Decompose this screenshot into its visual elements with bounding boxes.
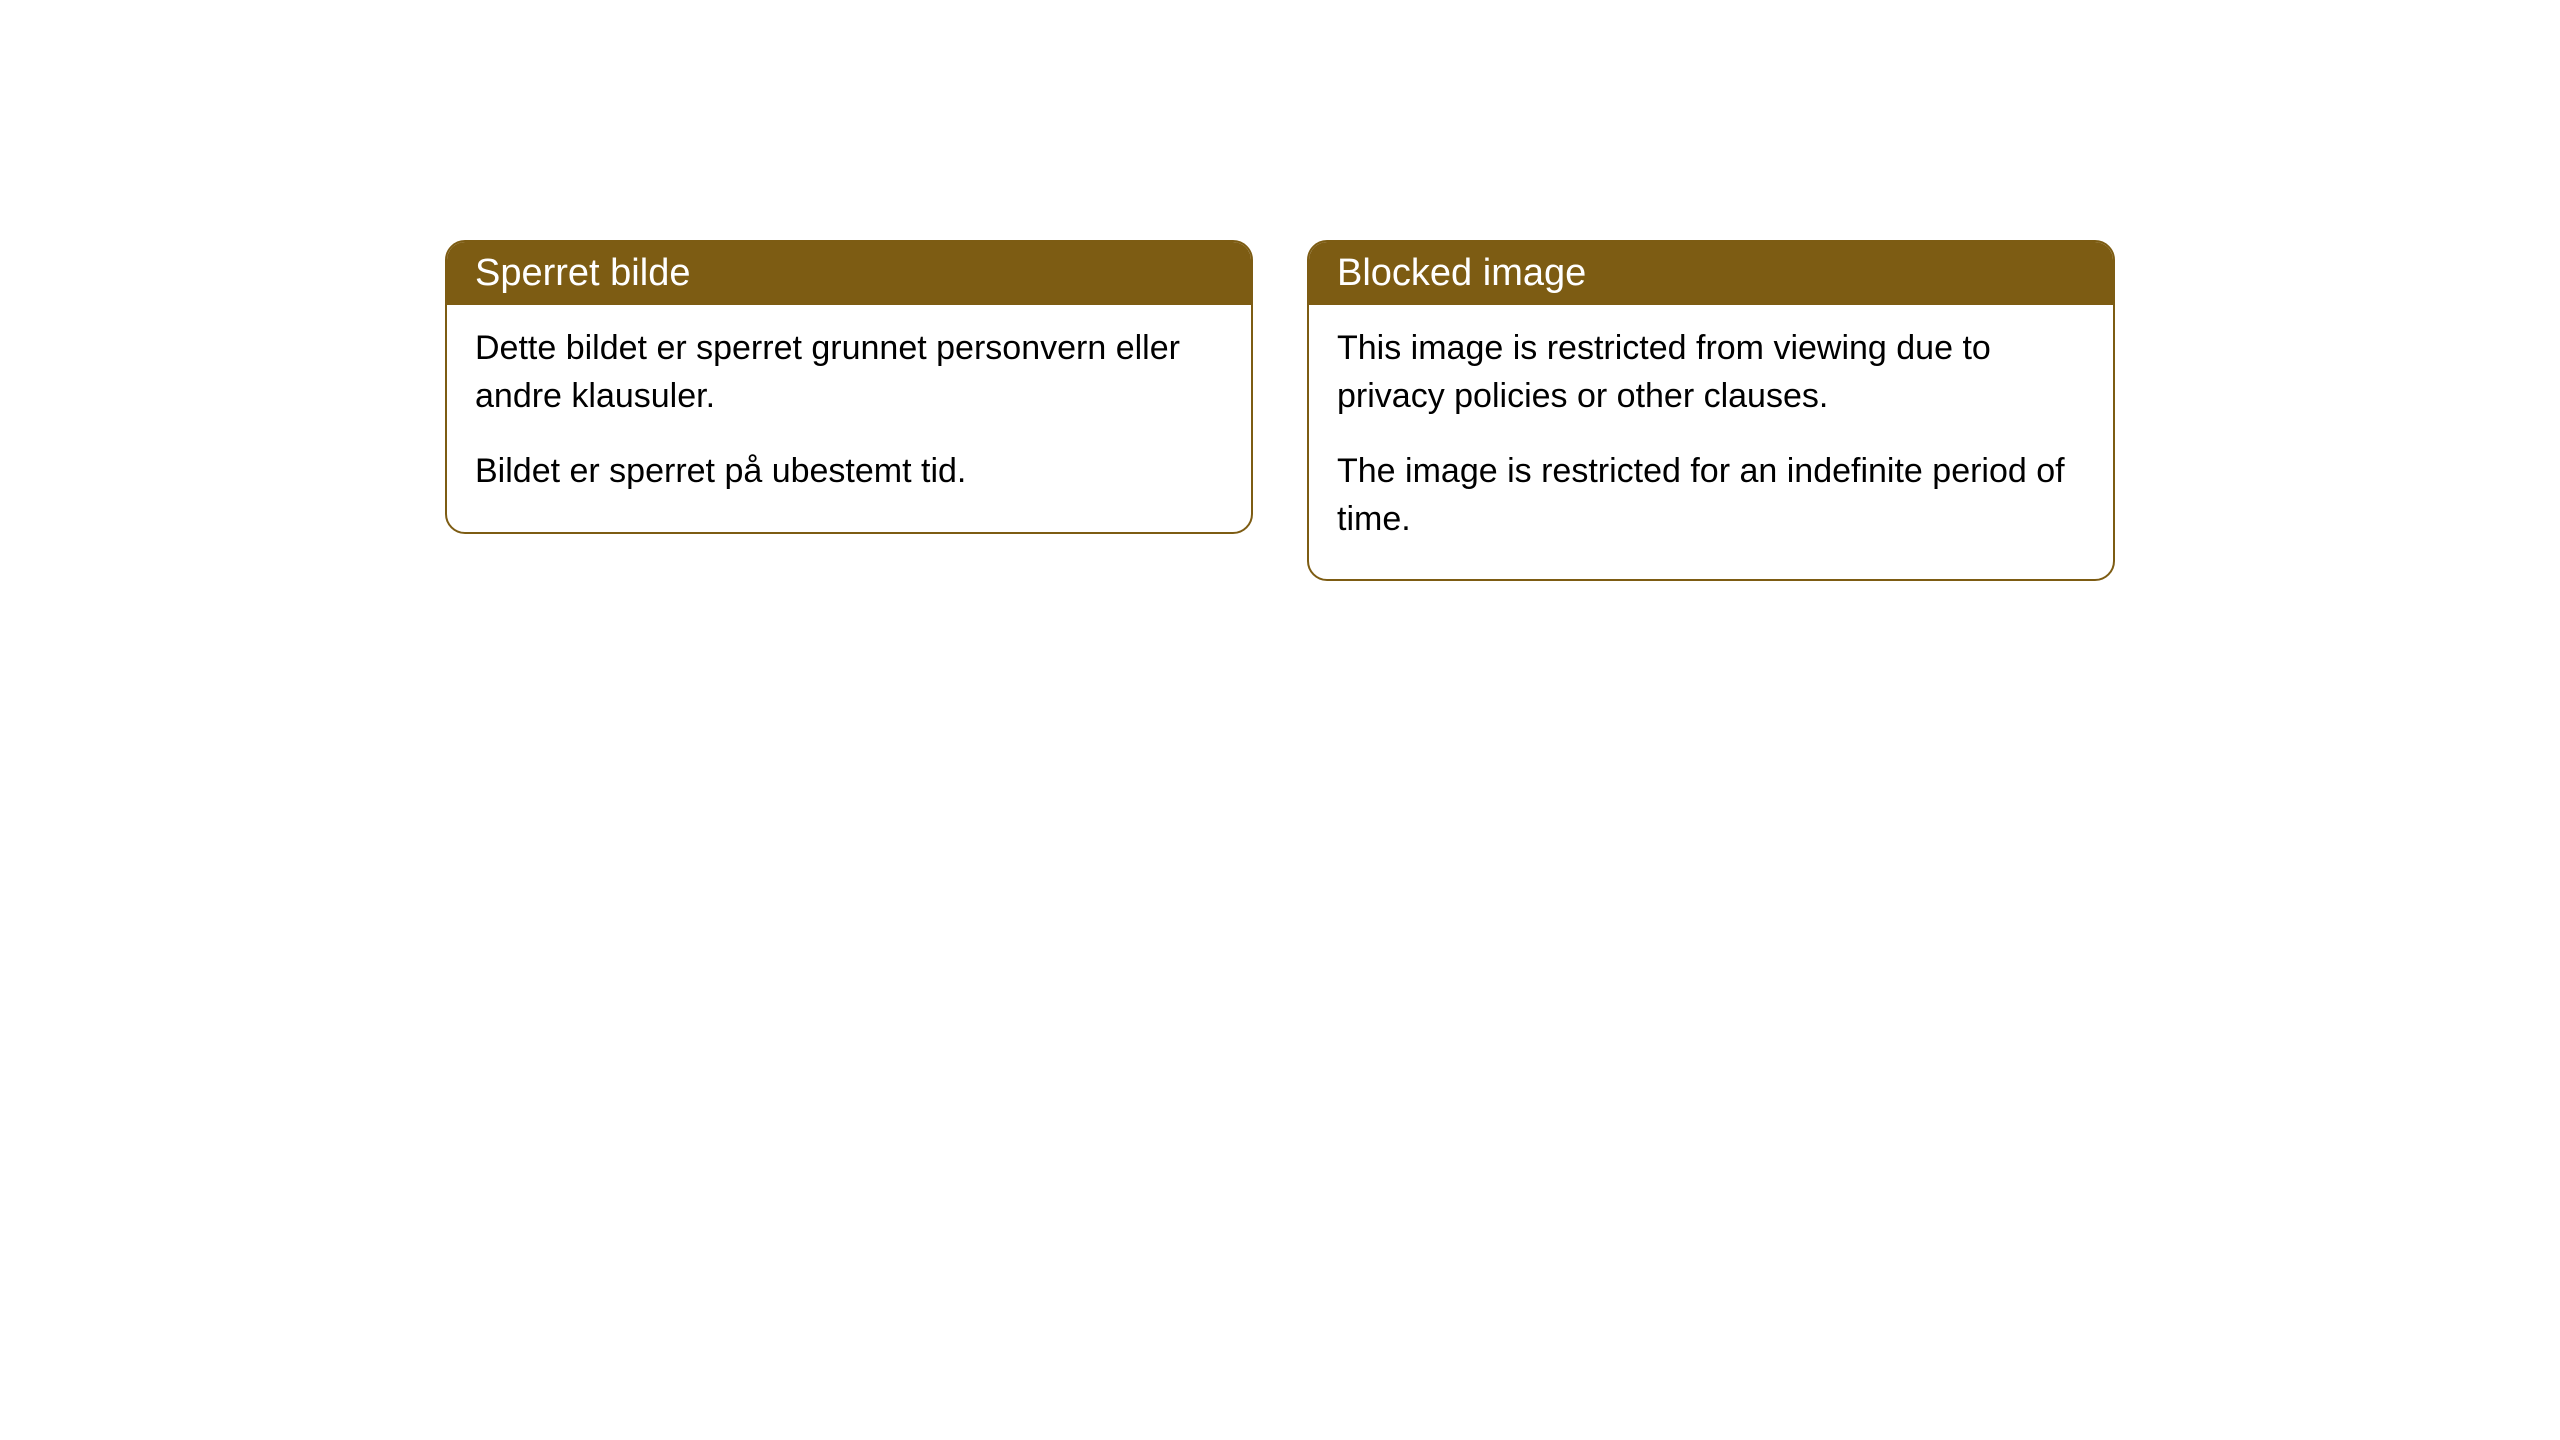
english-paragraph-2: The image is restricted for an indefinit… — [1337, 448, 2085, 543]
norwegian-paragraph-1: Dette bildet er sperret grunnet personve… — [475, 325, 1223, 420]
english-notice-card: Blocked image This image is restricted f… — [1307, 240, 2115, 581]
notice-cards-container: Sperret bilde Dette bildet er sperret gr… — [0, 240, 2560, 581]
norwegian-card-title: Sperret bilde — [447, 242, 1251, 305]
norwegian-card-body: Dette bildet er sperret grunnet personve… — [447, 305, 1251, 532]
norwegian-notice-card: Sperret bilde Dette bildet er sperret gr… — [445, 240, 1253, 534]
english-paragraph-1: This image is restricted from viewing du… — [1337, 325, 2085, 420]
english-card-title: Blocked image — [1309, 242, 2113, 305]
english-card-body: This image is restricted from viewing du… — [1309, 305, 2113, 579]
norwegian-paragraph-2: Bildet er sperret på ubestemt tid. — [475, 448, 1223, 496]
